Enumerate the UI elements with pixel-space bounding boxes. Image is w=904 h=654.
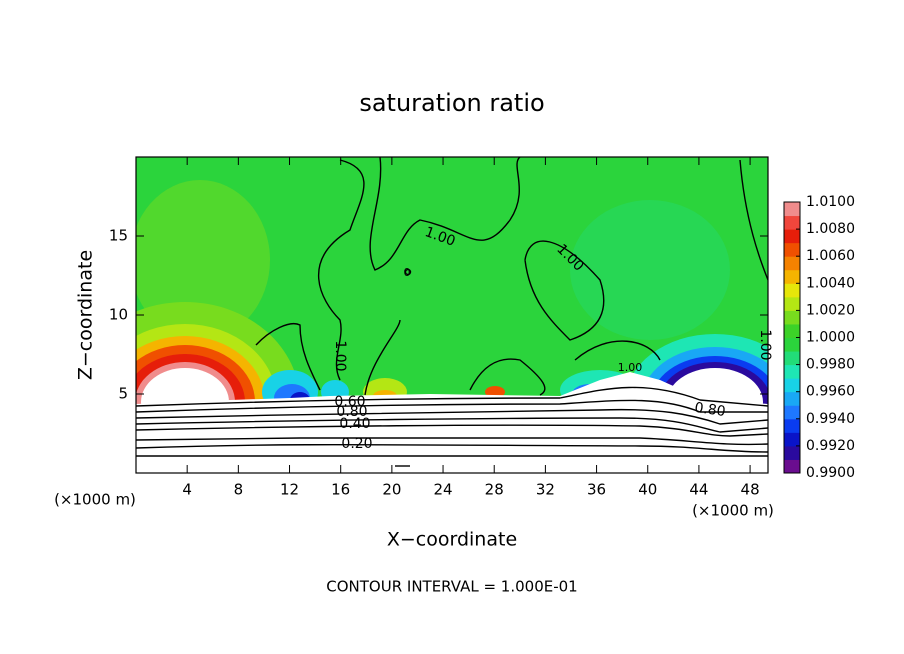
contour-label: 1.00 [618, 361, 643, 374]
colorbar-band [784, 215, 800, 230]
colorbar-tick-label: 1.0000 [806, 330, 855, 346]
colorbar-band [784, 418, 800, 433]
x-unit-label: (×1000 m) [54, 491, 136, 509]
y-tick-label: 15 [109, 227, 128, 245]
colorbar-tick-label: 0.9980 [806, 357, 855, 373]
x-tick-label: 28 [485, 481, 504, 499]
colorbar-band [784, 242, 800, 257]
colorbar-tick-label: 1.0060 [806, 248, 855, 264]
colorbar-band [784, 459, 800, 474]
x-tick-label: 44 [689, 481, 708, 499]
contour-label: 0.80 [693, 400, 726, 420]
x-axis-label: X−coordinate [387, 529, 517, 551]
contour-label: 0.40 [339, 416, 370, 432]
colorbar-band [784, 445, 800, 460]
colorbar-band [784, 323, 800, 338]
footer-note: CONTOUR INTERVAL = 1.000E-01 [326, 578, 577, 596]
colorbar-tick-label: 0.9900 [806, 465, 855, 481]
contour-label: 1.00 [332, 340, 348, 371]
x-tick-label: 16 [331, 481, 350, 499]
contour-labels: 1.00 1.00 1.00 1.00 1.00 0 0.60 0.80 0.4… [332, 224, 773, 452]
colorbar-band [784, 337, 800, 352]
colorbar-tick-label: 0.9960 [806, 384, 855, 400]
colorbar-band [784, 378, 800, 393]
colorbar-band [784, 432, 800, 447]
colorbar-tick-label: 1.0100 [806, 194, 855, 210]
chart-title: saturation ratio [359, 89, 544, 117]
x-tick-label: 20 [382, 481, 401, 499]
x-tick-label: 36 [587, 481, 606, 499]
x-tick-label: 40 [638, 481, 657, 499]
colorbar-band [784, 202, 800, 217]
colorbar-band [784, 296, 800, 311]
x-tick-label: 8 [234, 481, 244, 499]
y-tick-label: 5 [118, 385, 128, 403]
x-tick-label: 24 [433, 481, 452, 499]
x-tick-label: 32 [536, 481, 555, 499]
colorbar-band [784, 256, 800, 271]
x-unit-label: (×1000 m) [692, 502, 774, 520]
colorbar-tick-label: 0.9940 [806, 411, 855, 427]
field [136, 157, 768, 473]
colorbar-tick-label: 1.0040 [806, 275, 855, 291]
colorbar-band [784, 269, 800, 284]
contour-label: 0.60 [334, 394, 365, 410]
x-tick-label: 4 [182, 481, 192, 499]
contour-label: 0.20 [341, 436, 372, 452]
contour-label: 0.80 [336, 404, 367, 420]
colorbar-tick-label: 0.9920 [806, 438, 855, 454]
contour-label: 1.00 [757, 329, 773, 360]
colorbar-tick-label: 1.0020 [806, 302, 855, 318]
contour-label: 0 [404, 266, 411, 279]
x-tick-label: 12 [280, 481, 299, 499]
colorbar-band [784, 310, 800, 325]
colorbar-band [784, 364, 800, 379]
colorbar-band [784, 351, 800, 366]
colorbar-tick-label: 1.0080 [806, 221, 855, 237]
colorbar-band [784, 229, 800, 244]
y-tick-label: 10 [109, 306, 128, 324]
y-axis-label: Z−coordinate [75, 250, 97, 380]
colorbar-band [784, 283, 800, 298]
colorbar-band [784, 391, 800, 406]
colorbar-band [784, 405, 800, 420]
x-tick-label: 48 [741, 481, 760, 499]
